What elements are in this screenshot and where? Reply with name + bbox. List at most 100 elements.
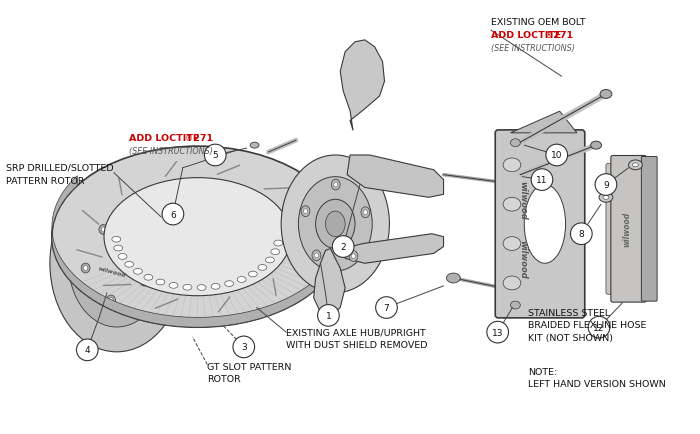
Ellipse shape	[301, 206, 310, 217]
Text: LEFT HAND VERSION SHOWN: LEFT HAND VERSION SHOWN	[528, 379, 666, 388]
Ellipse shape	[268, 214, 277, 220]
Circle shape	[588, 317, 610, 338]
Ellipse shape	[113, 228, 121, 233]
Ellipse shape	[334, 183, 337, 187]
Circle shape	[487, 322, 508, 343]
Ellipse shape	[114, 246, 122, 251]
Ellipse shape	[250, 143, 259, 149]
Ellipse shape	[503, 276, 521, 290]
Text: 10: 10	[551, 151, 563, 160]
Ellipse shape	[237, 277, 246, 283]
Ellipse shape	[143, 279, 146, 284]
Ellipse shape	[217, 186, 226, 191]
Text: 5: 5	[212, 151, 218, 160]
Ellipse shape	[230, 189, 239, 195]
Ellipse shape	[265, 257, 274, 263]
Text: 1: 1	[326, 311, 331, 320]
Text: ®: ®	[185, 134, 193, 143]
Ellipse shape	[102, 227, 105, 232]
Ellipse shape	[242, 194, 251, 200]
Text: (SEE INSTRUCTIONS): (SEE INSTRUCTIONS)	[129, 147, 213, 156]
Text: BRAIDED FLEXLINE HOSE: BRAIDED FLEXLINE HOSE	[528, 321, 647, 329]
Circle shape	[570, 224, 592, 245]
Ellipse shape	[104, 178, 291, 296]
Ellipse shape	[314, 253, 318, 258]
Text: 11: 11	[536, 176, 547, 185]
Ellipse shape	[109, 298, 113, 303]
Text: ®: ®	[545, 31, 553, 40]
Circle shape	[76, 339, 98, 361]
Text: 13: 13	[492, 328, 503, 337]
Ellipse shape	[135, 233, 144, 243]
Ellipse shape	[510, 139, 520, 147]
Ellipse shape	[547, 295, 556, 302]
Ellipse shape	[203, 184, 212, 190]
Ellipse shape	[274, 240, 283, 247]
Ellipse shape	[603, 196, 609, 200]
Ellipse shape	[591, 142, 601, 150]
Polygon shape	[510, 112, 577, 134]
Ellipse shape	[211, 284, 220, 289]
Text: KIT (NOT SHOWN): KIT (NOT SHOWN)	[528, 333, 613, 342]
Ellipse shape	[363, 210, 368, 215]
Ellipse shape	[272, 223, 281, 229]
Circle shape	[162, 204, 183, 225]
Text: PATTERN ROTOR: PATTERN ROTOR	[6, 176, 84, 185]
Ellipse shape	[134, 269, 142, 275]
Polygon shape	[347, 156, 444, 198]
Text: ROTOR: ROTOR	[207, 375, 241, 384]
Ellipse shape	[50, 175, 183, 352]
Circle shape	[531, 169, 553, 191]
Ellipse shape	[99, 225, 108, 235]
Ellipse shape	[312, 250, 321, 261]
Circle shape	[376, 297, 398, 319]
Text: WITH DUST SHIELD REMOVED: WITH DUST SHIELD REMOVED	[286, 340, 428, 349]
Ellipse shape	[116, 219, 124, 225]
FancyBboxPatch shape	[641, 157, 657, 302]
Text: 4: 4	[85, 345, 90, 355]
Text: 9: 9	[603, 181, 609, 190]
Text: NOTE:: NOTE:	[528, 367, 557, 376]
Ellipse shape	[331, 180, 340, 191]
Ellipse shape	[125, 262, 134, 268]
Ellipse shape	[128, 204, 137, 209]
FancyBboxPatch shape	[495, 131, 584, 318]
Polygon shape	[52, 176, 343, 327]
Text: ADD LOCTITE: ADD LOCTITE	[491, 31, 561, 40]
Ellipse shape	[248, 272, 258, 277]
Text: wilwood: wilwood	[622, 212, 631, 247]
Ellipse shape	[599, 193, 612, 203]
Ellipse shape	[175, 185, 184, 191]
Ellipse shape	[349, 251, 358, 262]
Text: (SEE INSTRUCTIONS): (SEE INSTRUCTIONS)	[491, 44, 575, 53]
Text: 12: 12	[594, 323, 605, 332]
FancyBboxPatch shape	[611, 156, 646, 302]
Ellipse shape	[140, 276, 149, 286]
Text: SRP DRILLED/SLOTTED: SRP DRILLED/SLOTTED	[6, 164, 113, 172]
Ellipse shape	[118, 254, 127, 260]
Ellipse shape	[633, 164, 638, 168]
Polygon shape	[340, 41, 384, 131]
Ellipse shape	[510, 302, 520, 309]
Ellipse shape	[138, 197, 146, 203]
Text: 3: 3	[241, 342, 246, 352]
Text: 8: 8	[578, 230, 584, 239]
Ellipse shape	[69, 200, 165, 327]
Ellipse shape	[149, 191, 158, 197]
Ellipse shape	[316, 200, 355, 249]
Ellipse shape	[120, 211, 130, 217]
Text: wilwood: wilwood	[97, 265, 127, 278]
Ellipse shape	[258, 265, 267, 271]
Ellipse shape	[304, 209, 307, 214]
FancyBboxPatch shape	[606, 164, 643, 295]
Ellipse shape	[271, 249, 280, 255]
Text: wilwood: wilwood	[518, 181, 527, 219]
Text: wilwood: wilwood	[518, 240, 527, 278]
Ellipse shape	[361, 207, 370, 218]
Ellipse shape	[81, 263, 90, 273]
Ellipse shape	[162, 187, 170, 193]
Ellipse shape	[447, 273, 461, 283]
Circle shape	[332, 236, 354, 258]
Ellipse shape	[106, 296, 116, 305]
Text: 6: 6	[170, 210, 176, 219]
